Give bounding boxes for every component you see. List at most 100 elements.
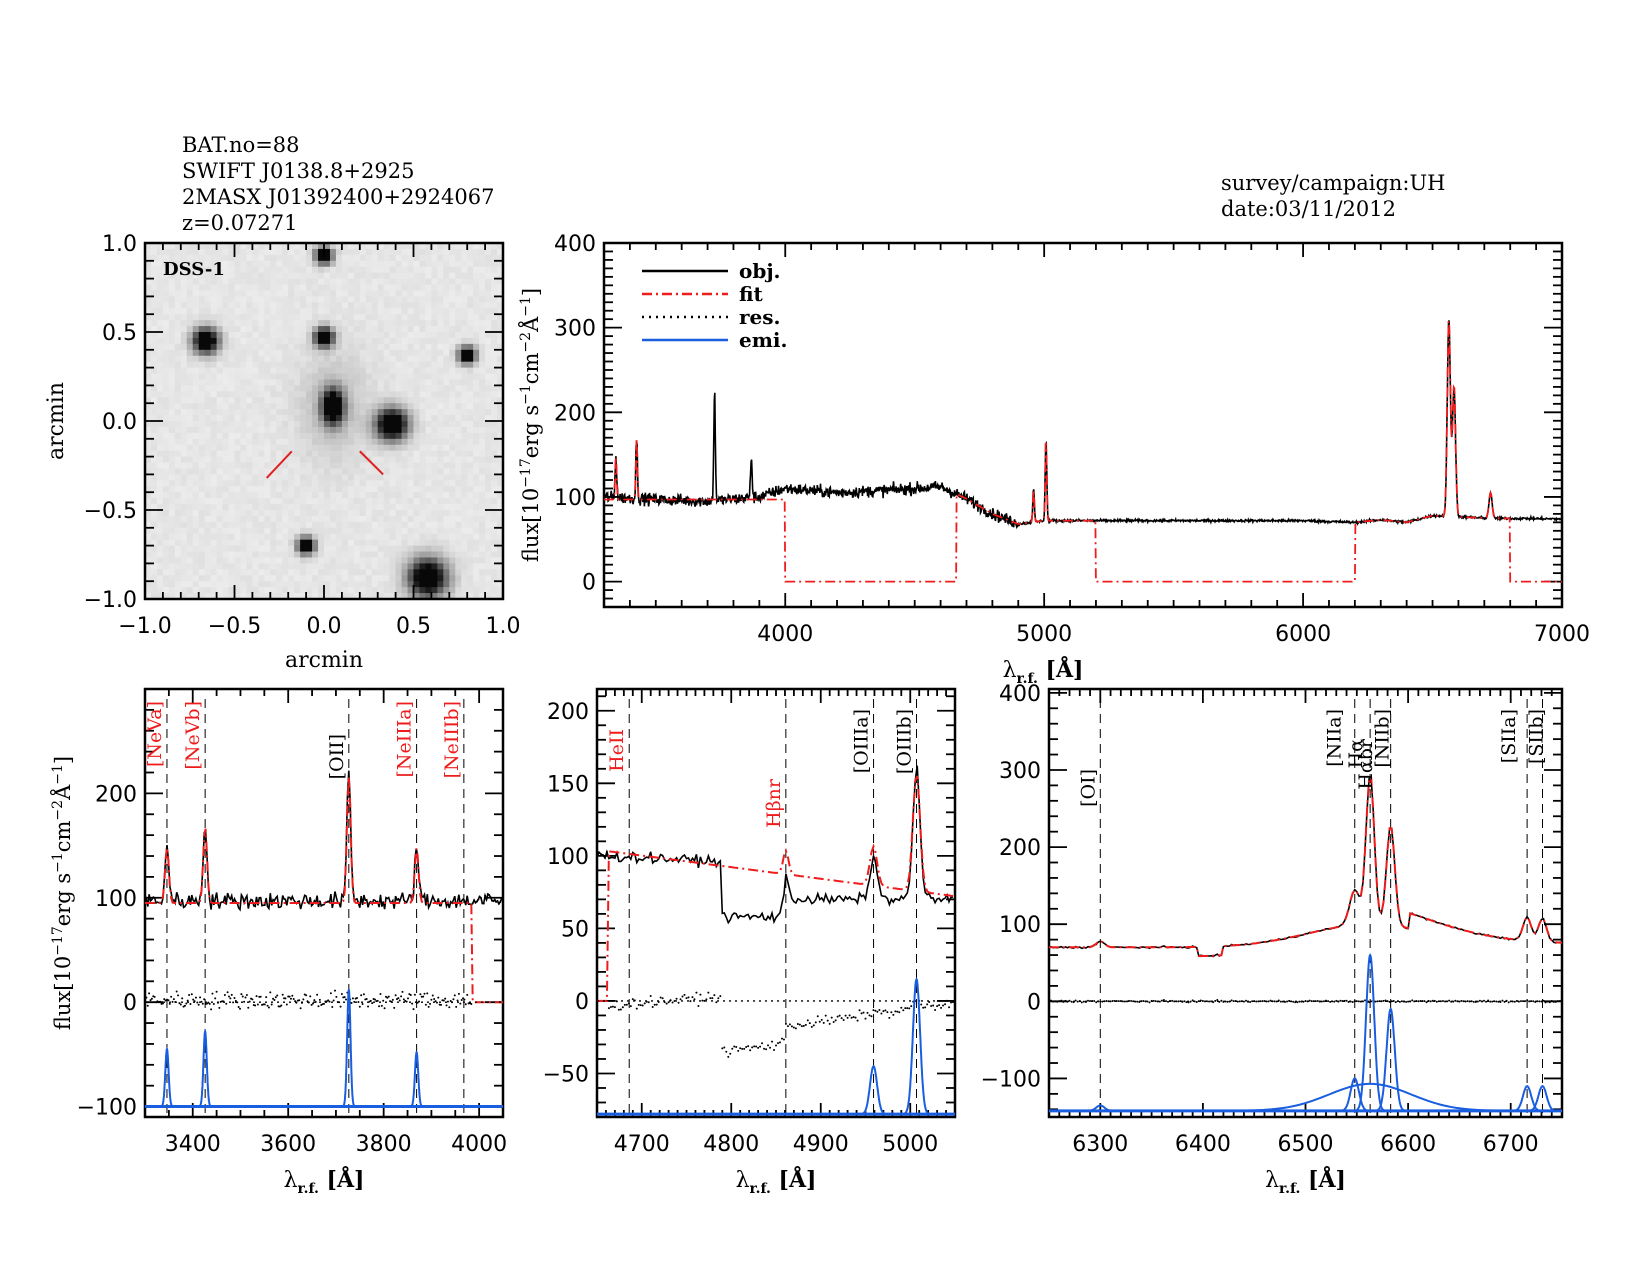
residual-point xyxy=(1068,999,1071,1002)
image-pixel xyxy=(491,409,498,416)
image-pixel xyxy=(461,563,468,570)
image-pixel xyxy=(431,569,438,576)
residual-point xyxy=(1386,1000,1389,1003)
image-pixel xyxy=(162,563,170,570)
image-pixel xyxy=(347,486,355,493)
image-pixel xyxy=(359,320,367,327)
image-pixel xyxy=(192,290,200,297)
image-pixel xyxy=(145,474,152,481)
residual-point xyxy=(1175,1000,1178,1003)
image-pixel xyxy=(455,248,462,256)
plot-frame xyxy=(1047,687,1564,1119)
image-pixel xyxy=(473,278,480,286)
image-pixel xyxy=(443,296,450,303)
image-pixel xyxy=(300,456,307,464)
image-pixel xyxy=(407,403,415,410)
image-pixel xyxy=(491,527,498,535)
image-pixel xyxy=(162,248,170,256)
image-pixel xyxy=(449,468,456,475)
image-pixel xyxy=(359,397,367,404)
residual-point xyxy=(1423,1000,1426,1003)
image-pixel xyxy=(145,284,152,292)
image-pixel xyxy=(485,421,492,428)
image-pixel xyxy=(353,432,361,440)
image-pixel xyxy=(222,355,230,363)
image-pixel xyxy=(455,545,462,553)
image-pixel xyxy=(204,515,212,523)
image-pixel xyxy=(395,515,403,523)
image-pixel xyxy=(485,438,492,446)
image-pixel xyxy=(437,415,444,422)
image-pixel xyxy=(156,462,164,470)
image-pixel xyxy=(479,260,486,268)
image-pixel xyxy=(162,308,170,315)
image-pixel xyxy=(210,421,218,428)
image-pixel xyxy=(324,557,331,564)
image-pixel xyxy=(216,432,224,440)
image-pixel xyxy=(389,563,397,570)
image-pixel xyxy=(228,474,236,481)
image-pixel xyxy=(479,432,486,440)
image-pixel xyxy=(401,397,409,404)
image-pixel xyxy=(485,260,492,268)
image-pixel xyxy=(395,397,403,404)
image-pixel xyxy=(431,337,438,345)
image-pixel xyxy=(204,254,212,262)
residual-point xyxy=(488,894,491,897)
image-pixel xyxy=(347,278,355,286)
image-pixel xyxy=(192,302,200,309)
image-pixel xyxy=(324,314,331,321)
image-pixel xyxy=(168,308,176,315)
image-pixel xyxy=(156,355,164,363)
image-pixel xyxy=(371,308,379,315)
image-pixel xyxy=(145,593,152,600)
image-pixel xyxy=(234,272,242,280)
residual-point xyxy=(367,1005,370,1008)
image-pixel xyxy=(246,492,253,499)
image-pixel xyxy=(162,254,170,262)
image-pixel xyxy=(180,266,188,274)
image-pixel xyxy=(258,278,265,286)
image-pixel xyxy=(246,355,253,363)
image-pixel xyxy=(198,557,206,564)
image-pixel xyxy=(240,486,248,493)
image-pixel xyxy=(491,444,498,452)
image-pixel xyxy=(216,332,224,339)
image-pixel xyxy=(186,320,194,327)
residual-point xyxy=(649,994,652,997)
residual-point xyxy=(1228,1000,1231,1003)
residual-point xyxy=(419,993,422,996)
image-pixel xyxy=(365,480,373,487)
image-pixel xyxy=(407,373,415,381)
image-pixel xyxy=(467,468,474,475)
image-pixel xyxy=(407,243,415,250)
image-pixel xyxy=(347,456,355,464)
image-pixel xyxy=(288,563,295,570)
image-pixel xyxy=(431,385,438,392)
image-pixel xyxy=(318,243,325,250)
image-pixel xyxy=(150,581,158,588)
image-pixel xyxy=(389,314,397,321)
image-pixel xyxy=(347,272,355,280)
image-pixel xyxy=(485,302,492,309)
image-pixel xyxy=(270,379,277,386)
image-pixel xyxy=(324,480,331,487)
residual-point xyxy=(641,1004,644,1007)
image-pixel xyxy=(162,290,170,297)
image-pixel xyxy=(401,308,409,315)
image-pixel xyxy=(365,569,373,576)
residual-point xyxy=(1454,999,1457,1002)
image-pixel xyxy=(216,486,224,493)
image-pixel xyxy=(145,515,152,523)
image-pixel xyxy=(359,504,367,511)
image-pixel xyxy=(186,510,194,517)
image-pixel xyxy=(318,510,325,517)
image-pixel xyxy=(192,385,200,392)
image-pixel xyxy=(359,243,367,250)
image-pixel xyxy=(497,462,504,470)
image-pixel xyxy=(288,575,295,582)
image-pixel xyxy=(276,343,283,351)
image-pixel xyxy=(389,551,397,559)
residual-point xyxy=(255,995,258,998)
image-pixel xyxy=(371,539,379,547)
